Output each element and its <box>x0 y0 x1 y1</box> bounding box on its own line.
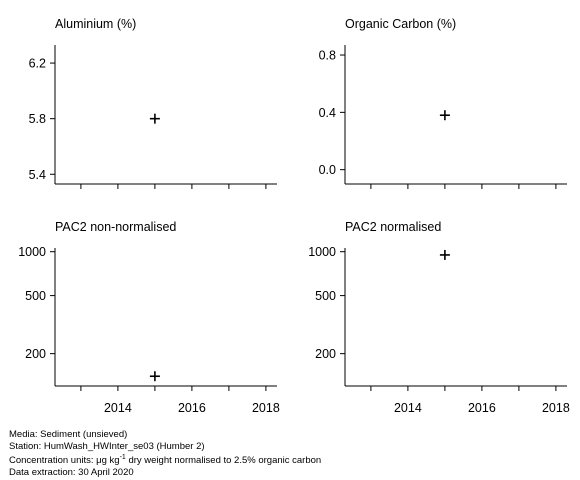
panel-title: Organic Carbon (%) <box>345 17 456 31</box>
y-tick-label: 0.8 <box>319 49 336 63</box>
data-point <box>149 371 160 382</box>
x-tick-label: 2016 <box>468 401 496 415</box>
y-tick-label: 5.8 <box>29 112 46 126</box>
x-tick-label: 2016 <box>178 401 206 415</box>
y-tick-label: 0.0 <box>319 163 336 177</box>
y-tick-label: 1000 <box>308 245 336 259</box>
footer-units-superscript: -1 <box>119 454 126 461</box>
chart-panel-1: Aluminium (%) 5.4 5.8 6.2 <box>29 17 277 189</box>
data-point <box>439 249 450 260</box>
data-point <box>149 113 160 124</box>
x-tick-label: 2014 <box>104 401 132 415</box>
footer-media: Media: Sediment (unsieved) <box>9 429 128 440</box>
panel-title: PAC2 normalised <box>345 220 441 234</box>
x-tick-label: 2018 <box>252 401 280 415</box>
y-tick-label: 1000 <box>18 245 46 259</box>
y-tick-label: 0.4 <box>319 106 336 120</box>
panel-title: Aluminium (%) <box>55 17 136 31</box>
chart-panel-3: PAC2 non-normalised 200 500 1000 2014 2016 201… <box>18 220 280 415</box>
x-tick-label: 2014 <box>394 401 422 415</box>
chart-footer: Media: Sediment (unsieved) Station: HumW… <box>9 429 321 478</box>
footer-units-suffix: dry weight normalised to 2.5% organic ca… <box>125 455 322 467</box>
y-tick-label: 200 <box>315 347 336 361</box>
footer-station: Station: HumWash_HWInter_se03 (Humber 2) <box>9 440 205 452</box>
y-tick-label: 500 <box>315 289 336 303</box>
chart-panel-2: Organic Carbon (%) 0.0 0.4 0.8 <box>319 17 567 189</box>
chart-figure: Aluminium (%) 5.4 5.8 6.2 Organic Carbon (%)… <box>18 17 570 415</box>
chart-panel-4: PAC2 normalised 200 500 1000 2014 2016 2018 <box>308 220 570 415</box>
footer-units: Concentration units: μg kg-1 dry weight … <box>9 452 321 467</box>
y-tick-label: 500 <box>25 289 46 303</box>
panel-title: PAC2 non-normalised <box>55 220 176 234</box>
footer-extraction: Data extraction: 30 April 2020 <box>9 466 134 478</box>
y-tick-label: 5.4 <box>29 168 46 182</box>
y-tick-label: 200 <box>25 347 46 361</box>
x-tick-label: 2018 <box>542 401 570 415</box>
data-point <box>439 110 450 121</box>
y-tick-label: 6.2 <box>29 57 46 71</box>
footer-units-prefix: Concentration units: μg kg <box>9 455 120 467</box>
